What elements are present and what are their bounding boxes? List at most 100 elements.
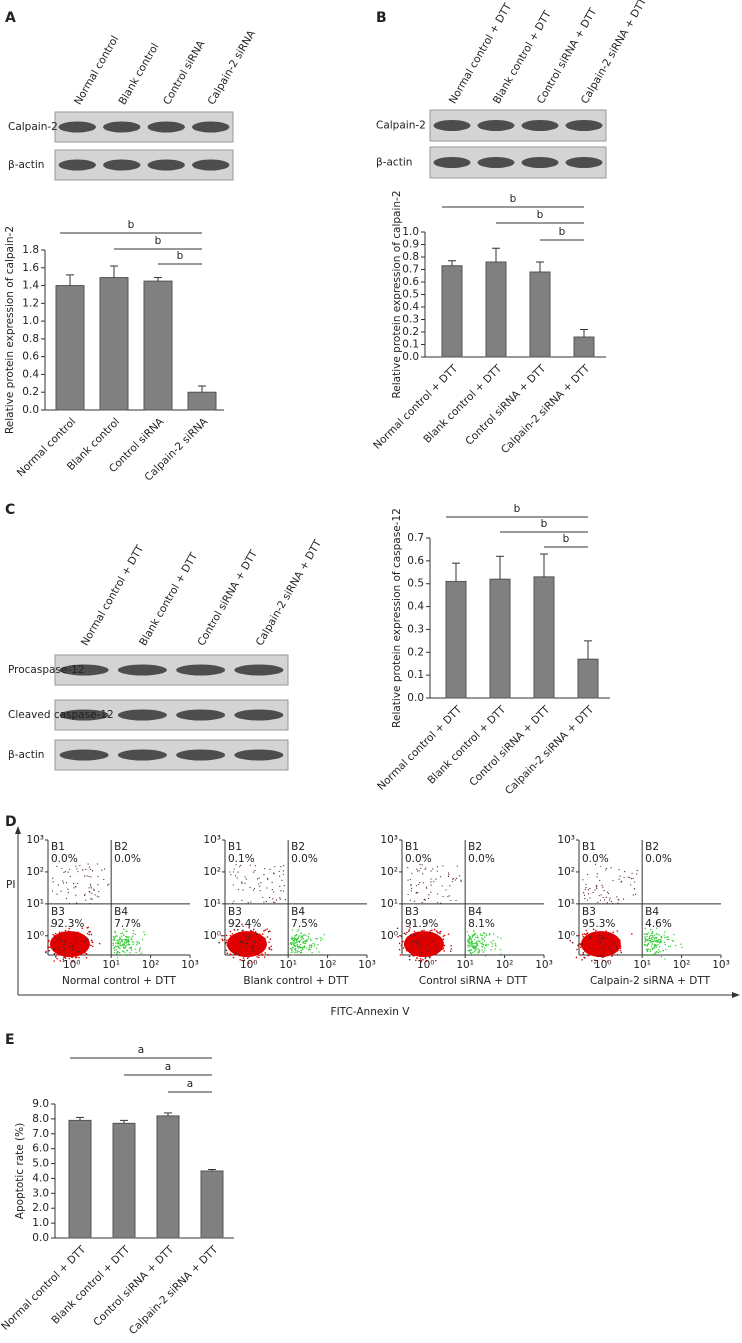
y-axis-label: Relative protein expression of calpain-2 [391,190,403,398]
event-dot [86,932,89,935]
event-dot [223,938,226,941]
event-dot [583,941,586,944]
event-dot [447,872,450,874]
event-dot [293,945,296,947]
event-dot [131,935,134,937]
event-dot [609,942,612,944]
event-dot [112,942,114,944]
event-dot [584,888,586,890]
event-dot [422,945,424,948]
event-dot [633,888,635,890]
event-dot [76,902,78,904]
event-dot [116,956,119,959]
event-dot [232,949,235,952]
event-dot [231,933,234,935]
event-dot [123,934,125,936]
event-dot [98,890,100,893]
event-dot [90,944,92,947]
event-dot [467,946,469,949]
event-dot [610,949,613,952]
event-dot [584,897,586,900]
event-dot [126,941,128,943]
event-dot [616,938,619,940]
event-dot [608,944,611,946]
event-dot [264,944,266,947]
event-dot [646,948,649,951]
event-dot [583,937,586,940]
blot-band [147,121,185,133]
event-dot [603,889,605,892]
event-dot [79,865,81,867]
event-dot [442,947,445,950]
event-dot [308,944,311,946]
event-dot [471,934,474,936]
event-dot [247,934,250,936]
event-dot [236,877,238,879]
event-dot [233,953,236,956]
event-dot [399,954,402,956]
event-dot [442,865,444,867]
event-dot [127,939,130,942]
event-dot [237,951,240,953]
event-dot [300,949,302,952]
event-dot [470,944,472,946]
event-dot [65,897,67,900]
event-dot [660,938,662,941]
event-dot [138,948,141,950]
event-dot [429,931,431,934]
event-dot [619,947,622,950]
y-tick-label: 0.2 [22,386,39,398]
event-dot [581,943,583,945]
event-dot [484,936,486,938]
event-dot [300,946,302,949]
event-dot [130,946,132,948]
x-tick-label: Calpain-2 siRNA + DTT [503,703,597,797]
event-dot [439,876,442,878]
event-dot [65,882,68,884]
event-dot [260,882,262,884]
event-dot [653,934,655,937]
event-dot [124,951,126,954]
event-dot [269,930,271,933]
event-dot [300,937,302,939]
event-dot [115,946,118,948]
event-dot [486,945,488,947]
event-dot [618,869,620,871]
event-dot [241,882,243,884]
event-dot [93,888,95,890]
significance-label: b [177,250,184,262]
event-dot [423,899,425,901]
event-dot [428,894,430,896]
event-dot [67,888,69,890]
event-dot [298,935,300,937]
event-dot [409,934,412,936]
event-dot [600,865,602,867]
event-dot [247,951,250,953]
event-dot [292,942,294,945]
event-dot [420,934,423,937]
event-dot [75,937,78,940]
event-dot [252,945,255,948]
event-dot [47,939,50,942]
event-dot [611,935,613,938]
event-dot [646,935,648,938]
blot-band [565,157,603,168]
y-tick-label: 10² [380,866,398,878]
y-tick-label: 1.2 [22,297,39,309]
event-dot [610,945,613,947]
event-dot [412,939,415,941]
event-dot [292,941,294,943]
event-dot [411,872,413,874]
event-dot [584,944,586,946]
event-dot [596,873,598,875]
quadrant-name: B3 [228,906,242,918]
event-dot [663,941,666,944]
event-dot [284,898,287,901]
event-dot [430,878,432,880]
event-dot [410,946,413,948]
event-dot [71,951,73,953]
event-dot [86,927,89,929]
event-dot [130,949,133,951]
event-dot [66,944,68,947]
event-dot [83,947,85,950]
